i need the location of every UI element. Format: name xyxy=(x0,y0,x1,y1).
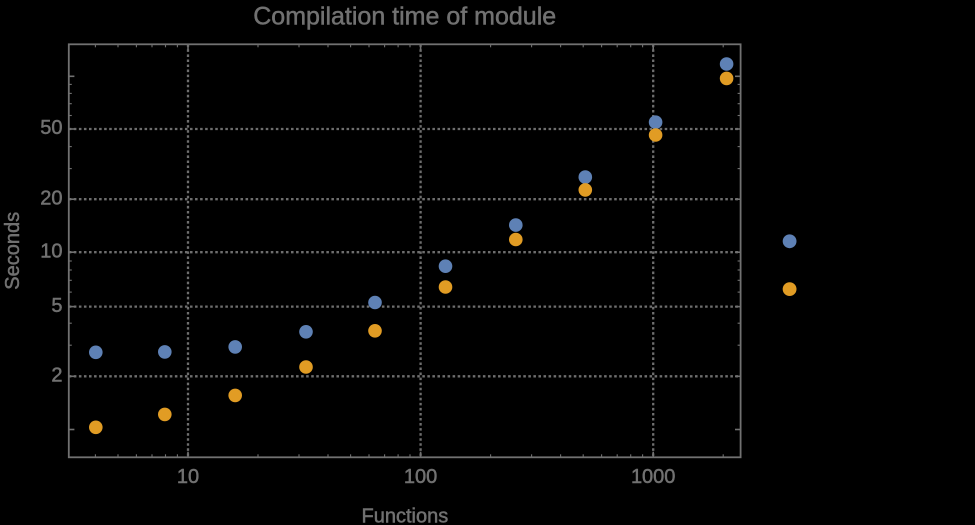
svg-text:20: 20 xyxy=(40,187,62,209)
svg-text:50: 50 xyxy=(40,117,62,139)
svg-text:1000: 1000 xyxy=(631,466,676,488)
svg-text:2: 2 xyxy=(51,365,62,387)
svg-text:Functions: Functions xyxy=(362,505,449,525)
svg-text:Seconds: Seconds xyxy=(2,212,24,290)
svg-text:5: 5 xyxy=(51,295,62,317)
svg-text:10: 10 xyxy=(177,466,199,488)
svg-text:100: 100 xyxy=(404,466,437,488)
svg-text:Compilation time of module: Compilation time of module xyxy=(253,3,556,31)
svg-text:10: 10 xyxy=(40,240,62,262)
